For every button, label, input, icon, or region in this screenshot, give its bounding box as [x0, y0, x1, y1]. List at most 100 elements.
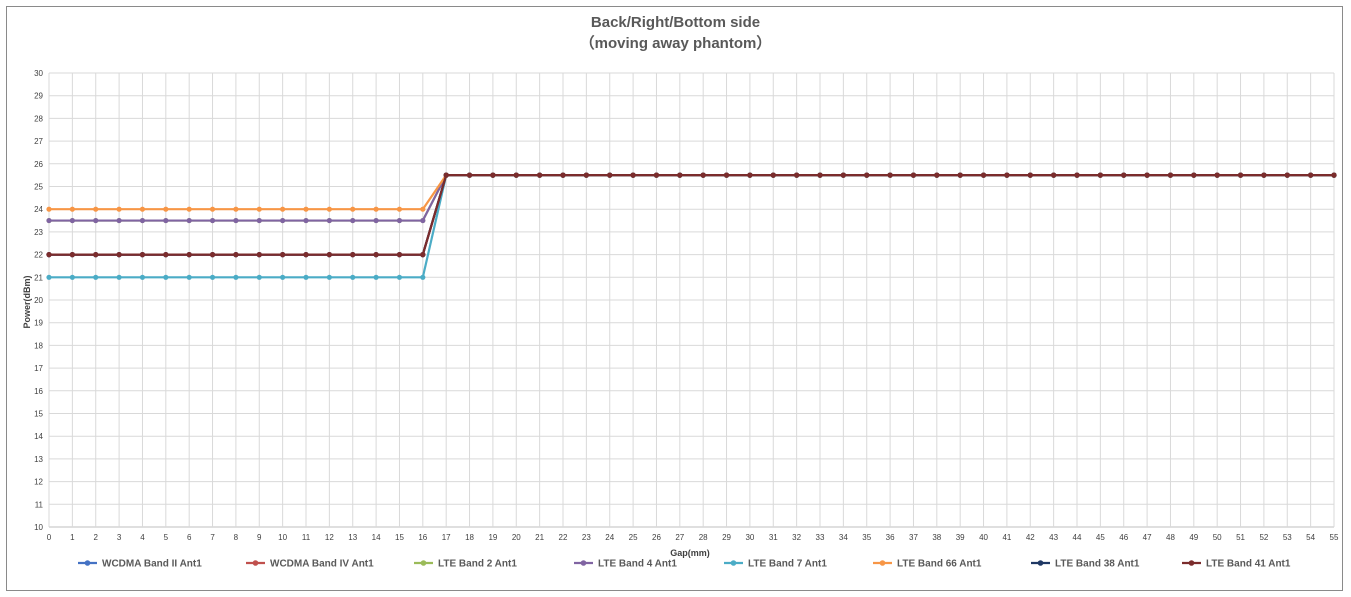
x-tick-label: 11 [302, 533, 311, 542]
data-point [46, 217, 52, 224]
legend-label: LTE Band 7 Ant1 [748, 559, 827, 570]
data-point [1121, 172, 1127, 178]
data-point [163, 206, 169, 212]
data-point [139, 252, 146, 258]
data-point [350, 274, 356, 280]
data-point [46, 252, 52, 258]
legend-swatch-marker [879, 560, 886, 566]
x-tick-label: 34 [839, 533, 848, 542]
chart-frame [6, 6, 1343, 591]
y-tick-label: 29 [34, 92, 43, 101]
data-point [677, 172, 683, 178]
data-point [934, 172, 940, 178]
series-5 [46, 172, 1337, 280]
x-tick-label: 32 [792, 533, 801, 542]
series-3 [46, 172, 1337, 224]
x-tick-label: 24 [605, 533, 614, 542]
data-point [373, 252, 379, 258]
x-tick-label: 8 [234, 533, 239, 542]
data-point [396, 217, 403, 224]
data-point [396, 252, 403, 258]
x-tick-label: 22 [559, 533, 568, 542]
data-point [209, 252, 216, 258]
x-tick-label: 52 [1259, 533, 1268, 542]
data-point [420, 206, 426, 212]
data-point [233, 274, 239, 280]
legend-swatch-marker [730, 560, 737, 566]
data-point [350, 252, 356, 258]
x-tick-label: 16 [418, 533, 427, 542]
data-point [1284, 172, 1290, 178]
data-point [116, 206, 122, 212]
data-point [1004, 172, 1010, 178]
data-point [116, 274, 122, 280]
x-tick-label: 5 [164, 533, 169, 542]
data-point [1074, 172, 1080, 178]
data-point [420, 217, 426, 224]
data-point [326, 206, 332, 212]
data-point [583, 172, 589, 178]
data-point [256, 274, 262, 280]
data-point [46, 206, 52, 212]
legend-item: LTE Band 2 Ant1 [414, 559, 517, 570]
x-tick-label: 46 [1119, 533, 1128, 542]
data-point [887, 172, 893, 178]
x-tick-label: 36 [886, 533, 895, 542]
y-tick-label: 10 [34, 523, 43, 532]
y-tick-label: 14 [34, 432, 43, 441]
y-tick-label: 18 [34, 341, 43, 350]
data-point [186, 217, 192, 224]
data-point [1167, 172, 1174, 178]
x-tick-label: 1 [70, 533, 75, 542]
y-tick-label: 15 [34, 410, 43, 419]
y-tick-label: 17 [34, 364, 43, 373]
y-tick-label: 11 [35, 500, 44, 509]
series-line [49, 174, 1334, 222]
x-tick-label: 33 [816, 533, 825, 542]
x-tick-label: 44 [1073, 533, 1082, 542]
x-tick-label: 23 [582, 533, 591, 542]
data-point [396, 274, 403, 280]
x-tick-label: 27 [675, 533, 684, 542]
x-tick-label: 20 [512, 533, 521, 542]
legend-swatch-marker [84, 560, 91, 566]
series-4 [46, 172, 1337, 224]
data-point [1144, 172, 1150, 178]
y-tick-label: 23 [34, 228, 43, 237]
chart-subtitle: （moving away phantom） [579, 35, 772, 52]
legend-label: LTE Band 38 Ant1 [1055, 559, 1140, 570]
data-point [1308, 172, 1314, 178]
data-point [326, 252, 332, 258]
data-point [443, 172, 449, 178]
legend-item: WCDMA Band II Ant1 [78, 559, 202, 570]
data-point [280, 274, 286, 280]
chart-title: Back/Right/Bottom side [590, 14, 761, 31]
data-point [303, 274, 309, 280]
data-point [723, 172, 730, 178]
y-tick-label: 30 [34, 69, 43, 78]
x-tick-label: 41 [1002, 533, 1011, 542]
series-line [49, 174, 1334, 222]
data-point [1331, 172, 1337, 178]
data-point [116, 252, 122, 258]
series-line [49, 174, 1334, 279]
data-point [93, 217, 99, 224]
x-tick-label: 54 [1306, 533, 1315, 542]
x-tick-label: 53 [1283, 533, 1292, 542]
x-tick-label: 25 [629, 533, 638, 542]
series-line [49, 174, 1334, 256]
data-point [233, 252, 239, 258]
data-point [163, 217, 169, 224]
legend-label: WCDMA Band II Ant1 [102, 559, 202, 570]
x-tick-label: 51 [1236, 533, 1245, 542]
legend-item: WCDMA Band IV Ant1 [246, 559, 374, 570]
data-point [69, 217, 75, 224]
data-point [817, 172, 823, 178]
data-point [326, 274, 332, 280]
y-tick-label: 16 [34, 387, 43, 396]
legend-item: LTE Band 4 Ant1 [574, 559, 677, 570]
data-point [69, 206, 75, 212]
x-tick-label: 21 [535, 533, 544, 542]
data-point [186, 274, 192, 280]
y-tick-label: 20 [34, 296, 43, 305]
